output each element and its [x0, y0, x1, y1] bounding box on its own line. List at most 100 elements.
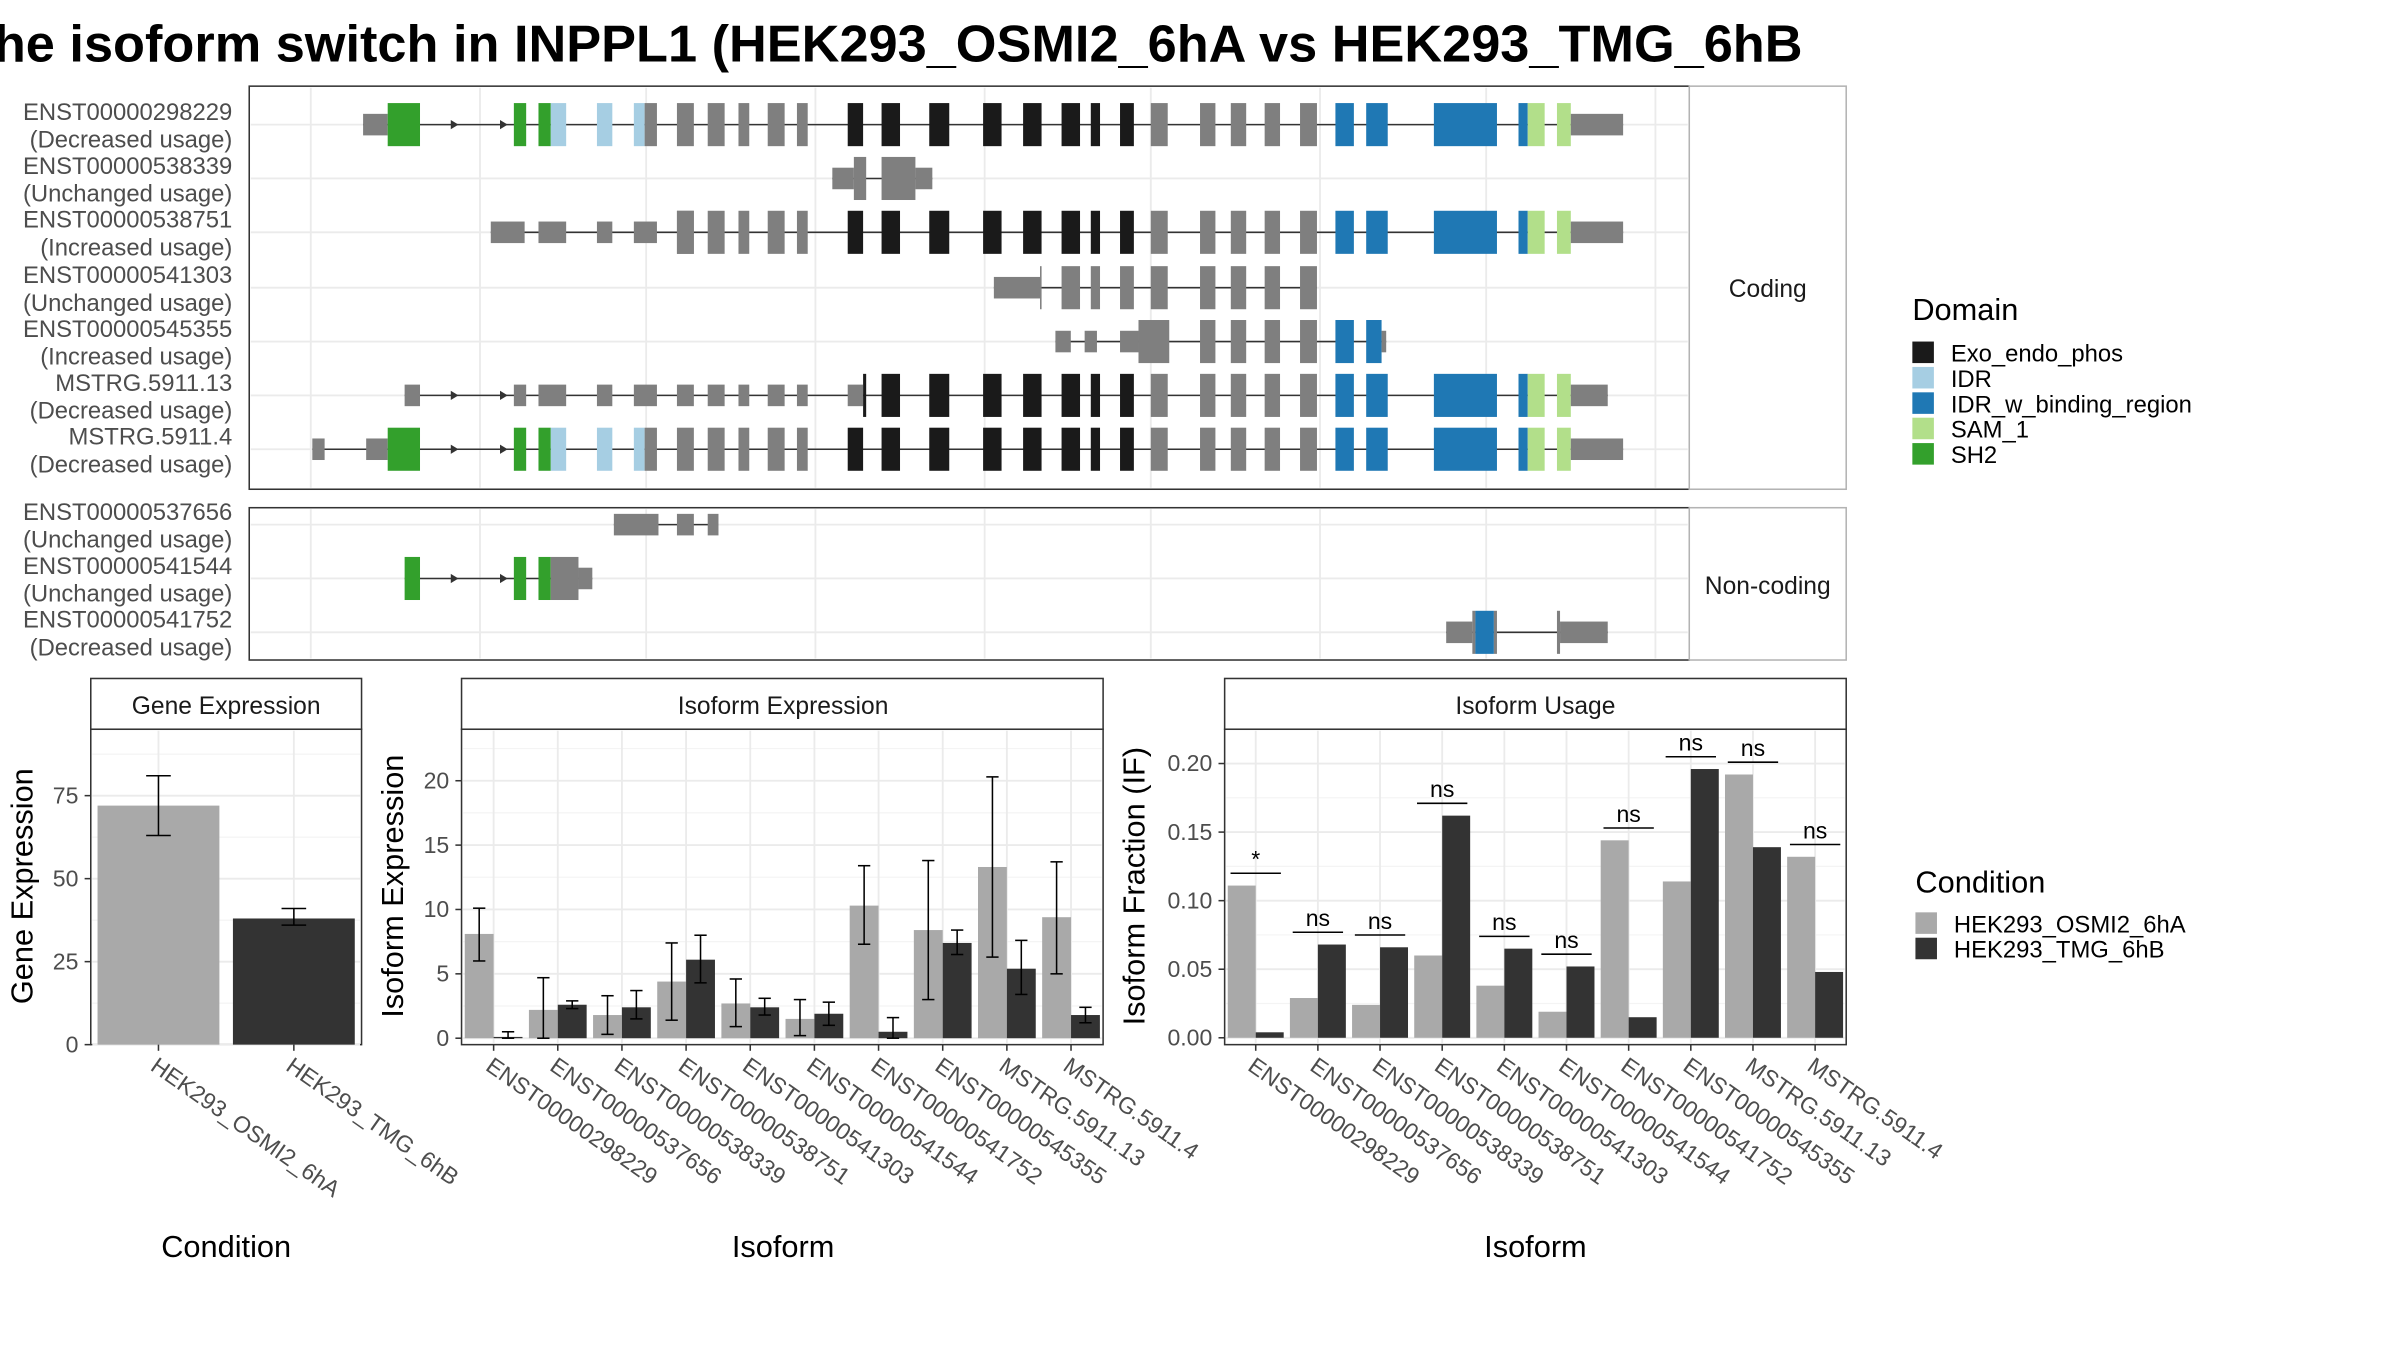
- exon: [363, 113, 388, 136]
- domain-idr: [550, 103, 567, 147]
- transcript-track: [363, 103, 1624, 147]
- exon: [832, 167, 854, 190]
- transcript-track: [404, 373, 1608, 417]
- domain-idr-binding: [1335, 210, 1354, 254]
- bar: [1600, 840, 1629, 1038]
- exon: [1300, 373, 1317, 417]
- error-bar: [1015, 939, 1028, 996]
- bar: [1628, 1017, 1657, 1038]
- exon: [767, 210, 785, 254]
- legend-label: SAM_1: [1951, 417, 2029, 444]
- domain-idr-binding: [1366, 427, 1388, 471]
- domain-sh2: [538, 427, 551, 471]
- y-tick-label: 0.20: [1167, 750, 1212, 776]
- exon: [1230, 103, 1247, 147]
- domain-sam-1: [1527, 210, 1545, 254]
- exon: [1381, 330, 1387, 353]
- transcript-usage-label: (Decreased usage): [30, 127, 233, 154]
- y-tick-label: 20: [424, 767, 450, 793]
- domain-exo-endo-phos: [1120, 103, 1134, 147]
- exon: [738, 210, 750, 254]
- exon: [1264, 103, 1281, 147]
- bar: [1662, 881, 1691, 1038]
- exon: [915, 167, 933, 190]
- isoform-expression-ylabel: Isoform Expression: [375, 755, 410, 1018]
- exon: [1264, 266, 1281, 310]
- bar: [1815, 971, 1844, 1038]
- transcript-usage-label: (Decreased usage): [30, 397, 233, 424]
- exon: [767, 427, 785, 471]
- domain-idr-binding: [1518, 210, 1528, 254]
- exon: [312, 438, 325, 461]
- error-bar: [281, 907, 307, 926]
- error-bar: [146, 774, 171, 837]
- domain-sh2: [513, 556, 527, 601]
- error-bar: [630, 989, 643, 1020]
- exon: [767, 384, 785, 407]
- exon: [404, 384, 421, 407]
- exon: [796, 384, 808, 407]
- domain-sh2: [538, 556, 551, 601]
- gene-expression-ylabel: Gene Expression: [4, 768, 39, 1004]
- transcript-id-label: MSTRG.5911.13: [55, 370, 232, 397]
- exon: [796, 210, 808, 254]
- domain-exo-endo-phos: [1061, 427, 1081, 471]
- domain-idr-binding: [1518, 373, 1528, 417]
- transcript-track: [832, 156, 933, 201]
- exon: [366, 438, 388, 461]
- domain-idr-binding: [1518, 427, 1528, 471]
- bar: [1227, 885, 1256, 1038]
- transcript-id-label: MSTRG.5911.4: [69, 424, 233, 451]
- bar: [1380, 947, 1409, 1038]
- isoform-expression-xlabel: Isoform: [732, 1229, 835, 1264]
- domain-exo-endo-phos: [881, 210, 901, 254]
- bar: [942, 942, 972, 1039]
- exon: [707, 427, 725, 471]
- figure-title: he isoform switch in INPPL1 (HEK293_OSMI…: [0, 16, 1803, 74]
- bar: [1724, 774, 1753, 1038]
- error-bar: [537, 976, 550, 1039]
- domain-exo-endo-phos: [1023, 210, 1042, 254]
- bar: [1787, 856, 1816, 1038]
- exon: [1150, 210, 1168, 254]
- error-bar: [950, 929, 964, 956]
- exon: [1055, 330, 1071, 353]
- exon: [993, 276, 1041, 299]
- exon: [1446, 621, 1473, 644]
- domain-exo-endo-phos: [929, 427, 950, 471]
- domain-sam-1: [1527, 373, 1545, 417]
- exon: [1560, 621, 1608, 644]
- domain-sh2: [538, 103, 551, 147]
- transcript-id-label: ENST00000545355: [23, 316, 232, 343]
- transcript-usage-label: (Unchanged usage): [23, 581, 232, 608]
- transcript-track: [993, 266, 1317, 310]
- error-bar: [1079, 1006, 1092, 1024]
- exon: [1300, 266, 1317, 310]
- error-bar: [986, 776, 999, 958]
- exon: [1300, 210, 1317, 254]
- exon: [707, 103, 725, 147]
- y-tick-label: 25: [53, 948, 79, 974]
- domain-exo-endo-phos: [1090, 103, 1101, 147]
- transcript-track: [1055, 320, 1387, 364]
- domain-sam-1: [1527, 103, 1545, 147]
- strand-arrow: [450, 390, 459, 401]
- exon: [1200, 320, 1216, 364]
- domain-idr: [633, 427, 645, 471]
- domain-exo-endo-phos: [863, 373, 867, 417]
- domain-exo-endo-phos: [929, 373, 950, 417]
- transcript-id-label: ENST00000541303: [23, 262, 232, 289]
- y-tick-label: 10: [424, 896, 450, 922]
- transcript-id-label: ENST00000298229: [23, 99, 232, 126]
- exon: [596, 384, 613, 407]
- exon: [1084, 330, 1097, 353]
- exon: [538, 221, 567, 244]
- bar: [1071, 1015, 1100, 1039]
- domain-exo-endo-phos: [1090, 210, 1101, 254]
- exon: [1090, 266, 1101, 310]
- legend-swatch: [1915, 912, 1937, 934]
- error-bar: [694, 934, 707, 984]
- legend-swatch: [1915, 937, 1937, 960]
- significance-label: ns: [1616, 801, 1640, 827]
- legend-label: HEK293_OSMI2_6hA: [1954, 911, 2186, 938]
